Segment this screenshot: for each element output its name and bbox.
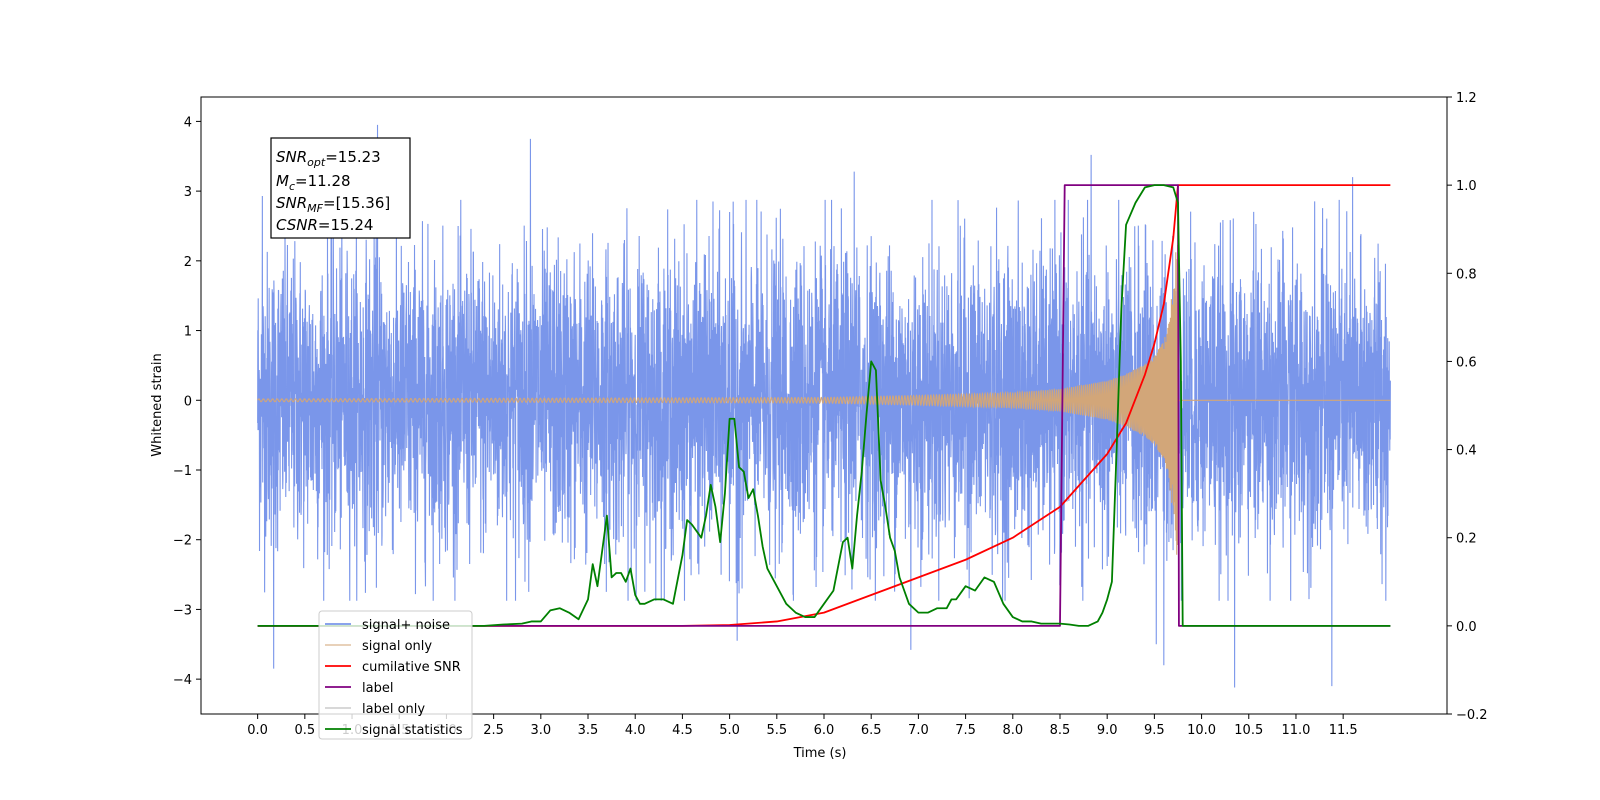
y-left-tick-label: 2	[184, 255, 192, 270]
series-signal-noise	[257, 124, 1391, 688]
series-cumulative-snr	[257, 184, 1391, 627]
metrics-annotation-box: SNRopt=15.23 Mc=11.28 SNRMF=[15.36] CSNR…	[270, 137, 411, 239]
x-tick-label: 5.0	[719, 723, 740, 738]
y-right-tick-label: 1.2	[1456, 91, 1477, 106]
x-tick-label: 3.0	[530, 723, 551, 738]
legend-label-signal-noise: signal+ noise	[362, 618, 450, 633]
y-axis-right: −0.2 0.0 0.2 0.4 0.6 0.8 1.0 1.2	[1447, 91, 1488, 723]
y-right-tick-label: 0.2	[1456, 532, 1477, 547]
y-right-tick-label: −0.2	[1456, 708, 1488, 723]
legend-label-label-only: label only	[362, 702, 425, 717]
legend: signal+ noise signal only cumilative SNR la…	[318, 610, 473, 740]
x-tick-label: 10.5	[1234, 723, 1263, 738]
x-tick-label: 0.5	[294, 723, 315, 738]
x-tick-label: 10.0	[1187, 723, 1216, 738]
x-tick-label: 2.5	[483, 723, 504, 738]
y-right-tick-label: 0.0	[1456, 620, 1477, 635]
legend-label-signal-only: signal only	[362, 639, 432, 654]
x-tick-label: 4.5	[672, 723, 693, 738]
x-tick-label: 7.0	[908, 723, 929, 738]
y-axis-left-label: Whitened strain	[150, 353, 165, 456]
y-left-tick-label: −2	[173, 534, 192, 549]
annotation-frame	[270, 137, 411, 239]
annotation-line-snr-mf: SNRMF=[15.36]	[276, 194, 390, 215]
x-axis-label: Time (s)	[793, 746, 847, 761]
x-tick-label: 9.0	[1097, 723, 1118, 738]
annotation-line-csnr: CSNR=15.24	[276, 216, 373, 234]
x-tick-label: 11.0	[1281, 723, 1310, 738]
legend-label-label: label	[362, 681, 393, 696]
y-right-tick-label: 0.4	[1456, 444, 1477, 459]
y-left-tick-label: −4	[173, 673, 192, 688]
x-tick-label: 8.0	[1002, 723, 1023, 738]
x-tick-label: 8.5	[1050, 723, 1071, 738]
y-left-tick-label: 0	[184, 394, 192, 409]
x-tick-label: 9.5	[1144, 723, 1165, 738]
annotation-line-chirp-mass: Mc=11.28	[276, 172, 351, 193]
y-right-tick-label: 0.6	[1456, 355, 1477, 370]
legend-frame	[318, 610, 473, 740]
legend-label-signal-statistics: signal statistics	[362, 723, 463, 738]
series-signal-statistics	[257, 184, 1391, 627]
legend-label-cumilative-snr: cumilative SNR	[362, 660, 461, 675]
y-left-tick-label: 4	[184, 115, 192, 130]
x-tick-label: 6.0	[814, 723, 835, 738]
x-tick-label: 6.5	[861, 723, 882, 738]
y-right-tick-label: 1.0	[1456, 179, 1477, 194]
y-axis-left: −4 −3 −2 −1 0 1 2 3 4	[173, 115, 201, 688]
x-tick-label: 3.5	[578, 723, 599, 738]
y-right-tick-label: 0.8	[1456, 267, 1477, 282]
x-tick-label: 7.5	[955, 723, 976, 738]
x-tick-label: 11.5	[1329, 723, 1358, 738]
annotation-line-snr-opt: SNRopt=15.23	[276, 148, 381, 169]
y-left-tick-label: 1	[184, 325, 192, 340]
series-layer	[257, 124, 1391, 688]
y-left-tick-label: −1	[173, 464, 192, 479]
x-tick-label: 4.0	[625, 723, 646, 738]
series-signal-only	[257, 244, 1391, 555]
y-left-tick-label: −3	[173, 603, 192, 618]
y-left-tick-label: 3	[184, 185, 192, 200]
x-tick-label: 5.5	[766, 723, 787, 738]
x-tick-label: 0.0	[247, 723, 268, 738]
